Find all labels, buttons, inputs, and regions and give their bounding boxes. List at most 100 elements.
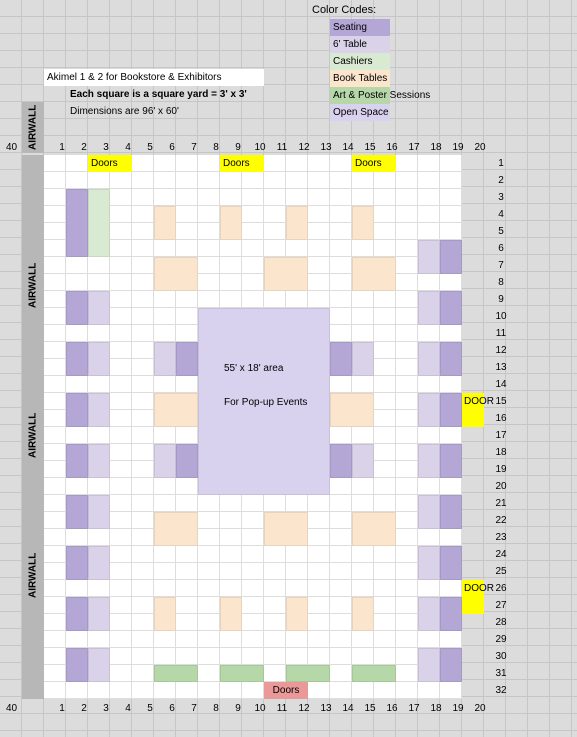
row-number: 15	[495, 396, 507, 407]
legend-heading: Color Codes:	[312, 4, 377, 16]
legend-item: Seating	[330, 19, 390, 36]
corner-number-bottom: 40	[6, 703, 18, 714]
legend-item: Art & Poster Sessions	[330, 87, 430, 104]
column-number: 2	[81, 142, 87, 153]
table-block	[418, 393, 440, 427]
table-block	[88, 648, 110, 682]
seating-block	[440, 648, 462, 682]
column-number: 14	[342, 703, 354, 714]
right-door-2: DOOR	[462, 580, 494, 614]
column-number: 11	[276, 142, 288, 153]
row-number: 11	[495, 328, 507, 339]
book-table	[220, 206, 242, 240]
legend-item: Cashiers	[330, 53, 390, 70]
table-block	[88, 495, 110, 529]
column-number: 5	[147, 142, 153, 153]
column-number: 16	[386, 142, 398, 153]
row-number: 29	[495, 634, 507, 645]
column-number: 11	[276, 703, 288, 714]
row-number: 30	[495, 651, 507, 662]
seating-block	[440, 597, 462, 631]
book-table	[154, 393, 198, 427]
top-door-1: Doors	[88, 155, 132, 172]
legend-item-label: Seating	[333, 22, 367, 33]
column-number: 6	[169, 142, 175, 153]
row-number: 1	[498, 158, 504, 169]
row-number: 4	[498, 209, 504, 220]
column-number: 19	[452, 703, 464, 714]
book-table	[154, 206, 176, 240]
row-number: 17	[495, 430, 507, 441]
book-table	[286, 597, 308, 631]
row-number: 6	[498, 243, 504, 254]
airwall-label: AIRWALL	[27, 412, 39, 458]
seating-block	[66, 495, 88, 529]
row-number: 12	[495, 345, 507, 356]
book-table	[352, 512, 396, 546]
column-number: 20	[474, 142, 486, 153]
row-number: 21	[495, 498, 507, 509]
corner-number-top: 40	[6, 142, 18, 153]
column-number: 7	[191, 142, 197, 153]
legend-item-label: Cashiers	[333, 56, 373, 67]
airwall-label: AIRWALL	[27, 104, 39, 151]
event-area-size: 55' x 18' area	[224, 363, 284, 374]
event-area	[198, 308, 330, 495]
table-block	[418, 648, 440, 682]
legend-item-label: Book Tables	[333, 73, 388, 84]
seating-block	[66, 342, 88, 376]
right-door-1: DOOR	[462, 393, 494, 427]
row-number: 2	[498, 175, 504, 186]
column-number: 13	[320, 142, 332, 153]
seating-block	[66, 189, 88, 257]
column-number: 8	[213, 703, 219, 714]
row-number: 32	[495, 685, 507, 696]
column-number: 9	[235, 142, 241, 153]
row-number: 13	[495, 362, 507, 373]
book-table	[220, 597, 242, 631]
column-number: 10	[254, 142, 266, 153]
table-block	[418, 291, 440, 325]
table-block	[418, 342, 440, 376]
art-poster-block	[286, 665, 330, 682]
airwall-label: AIRWALL	[27, 262, 39, 308]
book-table	[154, 512, 198, 546]
table-block	[88, 393, 110, 427]
seating-block	[440, 444, 462, 478]
row-number: 28	[495, 617, 507, 628]
seating-block	[66, 597, 88, 631]
column-number: 17	[408, 703, 420, 714]
column-number: 17	[408, 142, 420, 153]
table-block	[88, 342, 110, 376]
column-number: 1	[59, 142, 65, 153]
table-block	[88, 291, 110, 325]
row-number: 27	[495, 600, 507, 611]
table-block	[154, 444, 176, 478]
row-number: 9	[498, 294, 504, 305]
book-table	[154, 257, 198, 291]
airwall-strip	[22, 155, 44, 699]
seating-block	[440, 546, 462, 580]
column-number: 15	[364, 703, 376, 714]
event-area-purpose: For Pop-up Events	[224, 397, 308, 408]
column-number: 19	[452, 142, 464, 153]
column-number: 12	[298, 703, 310, 714]
row-number: 16	[495, 413, 507, 424]
seating-block	[440, 342, 462, 376]
row-number: 18	[495, 447, 507, 458]
seating-block	[66, 393, 88, 427]
info-box	[44, 69, 264, 86]
legend-item: Open Space	[330, 104, 390, 121]
table-block	[88, 444, 110, 478]
table-block	[418, 546, 440, 580]
legend-item-label: Open Space	[333, 107, 389, 118]
table-block	[88, 546, 110, 580]
seating-block	[330, 342, 352, 376]
table-block	[154, 342, 176, 376]
column-number: 15	[364, 142, 376, 153]
book-table	[352, 206, 374, 240]
top-door-2: Doors	[220, 155, 264, 172]
table-block	[418, 240, 440, 274]
book-table	[154, 597, 176, 631]
row-number: 5	[498, 226, 504, 237]
